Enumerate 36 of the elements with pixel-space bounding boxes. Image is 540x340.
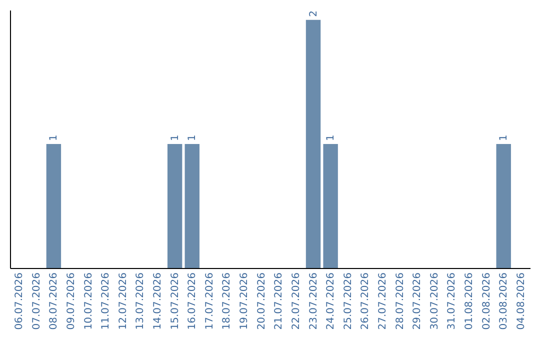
data-label: 1	[326, 134, 337, 141]
data-label: 2	[308, 10, 320, 17]
x-tick-label: 02.08.2026	[481, 272, 492, 330]
x-tick-label: 19.07.2026	[239, 272, 250, 330]
data-label: 1	[48, 134, 60, 141]
x-tick-label: 14.07.2026	[152, 272, 164, 330]
x-tick-label: 10.07.2026	[83, 272, 94, 330]
x-tick-label: 09.07.2026	[66, 272, 77, 330]
x-tick-label: 24.07.2026	[326, 272, 337, 330]
x-tick-label: 11.07.2026	[100, 272, 112, 330]
x-tick-label: 23.07.2026	[308, 272, 320, 330]
x-tick-label: 29.07.2026	[412, 272, 424, 330]
x-tick-label: 07.07.2026	[31, 272, 42, 330]
x-tick-label: 17.07.2026	[204, 272, 216, 330]
x-tick-label: 25.07.2026	[342, 272, 354, 330]
x-tick-label: 01.08.2026	[464, 272, 475, 330]
data-label: 1	[170, 134, 181, 141]
x-tick-label: 22.07.2026	[290, 272, 302, 330]
x-tick-label: 21.07.2026	[274, 272, 285, 330]
x-tick-label: 13.07.2026	[135, 272, 146, 330]
x-tick-label: 08.07.2026	[48, 272, 60, 330]
x-tick-label: 26.07.2026	[360, 272, 372, 330]
x-tick-label: 04.08.2026	[516, 272, 527, 330]
x-tick-label: 06.07.2026	[14, 272, 26, 330]
x-tick-label: 03.08.2026	[498, 272, 510, 330]
x-tick-label: 20.07.2026	[256, 272, 268, 330]
x-tick-label: 12.07.2026	[118, 272, 129, 330]
x-tick-label: 28.07.2026	[394, 272, 406, 330]
data-label: 1	[187, 134, 198, 141]
data-label: 1	[498, 134, 510, 141]
x-tick-label: 31.07.2026	[446, 272, 458, 330]
x-tick-label: 30.07.2026	[429, 272, 440, 330]
x-tick-label: 15.07.2026	[170, 272, 181, 330]
x-tick-label: 18.07.2026	[222, 272, 233, 330]
x-tick-label: 27.07.2026	[377, 272, 388, 330]
x-tick-label: 16.07.2026	[187, 272, 198, 330]
